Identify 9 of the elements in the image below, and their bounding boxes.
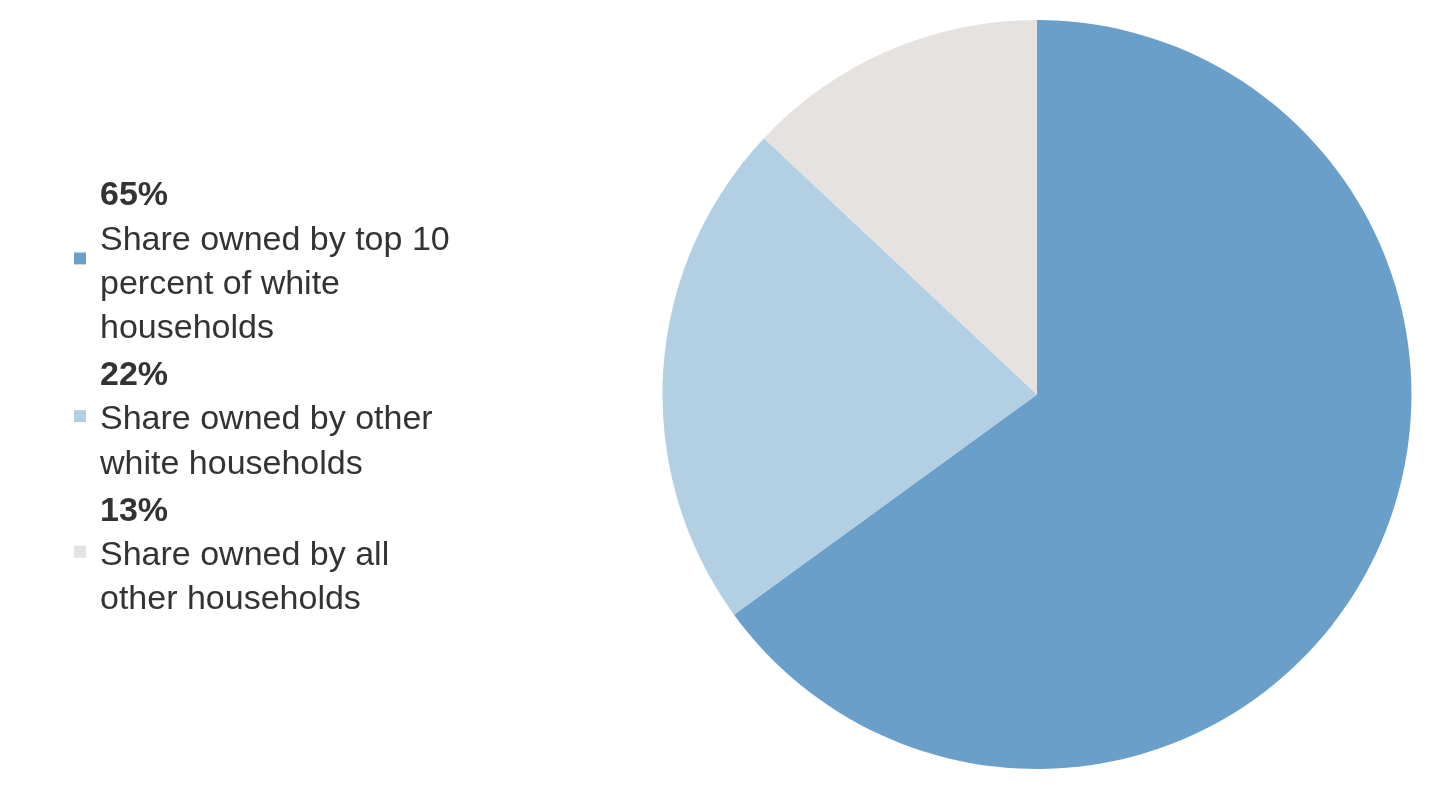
legend-label: Share owned by top 10 percent of white households	[100, 218, 450, 345]
pie-slice	[733, 20, 1412, 769]
pie-slice	[662, 138, 1037, 615]
legend-label: Share owned by all other households	[100, 533, 390, 617]
legend-label: Share owned by other white households	[99, 398, 433, 481]
pie-slice	[763, 20, 1037, 395]
data-label: 22%	[100, 354, 169, 393]
data-label: 65%	[100, 174, 169, 213]
data-label: 13%	[100, 489, 169, 528]
